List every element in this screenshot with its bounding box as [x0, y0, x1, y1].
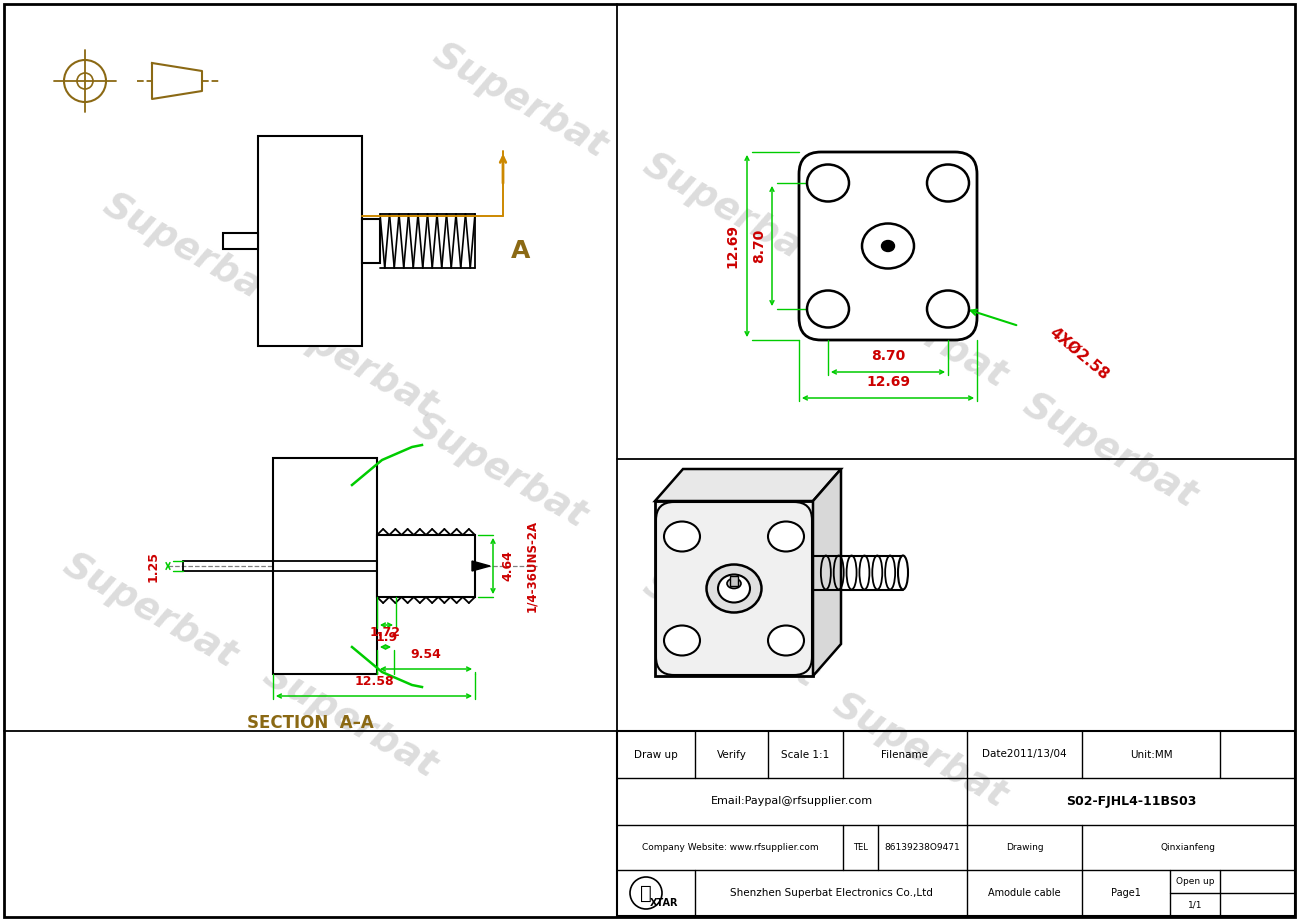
Text: 9.54: 9.54	[410, 648, 442, 661]
Bar	[617, 731, 1295, 916]
Text: 1.25: 1.25	[147, 551, 160, 581]
Text: Superbat: Superbat	[257, 657, 443, 786]
Text: 12.69: 12.69	[866, 375, 911, 389]
Text: 12.58: 12.58	[355, 675, 394, 688]
Text: Superbat: Superbat	[97, 187, 283, 315]
Text: 4XØ2.58: 4XØ2.58	[1047, 325, 1112, 383]
Text: 8.70: 8.70	[870, 349, 905, 363]
Text: Amodule cable: Amodule cable	[989, 888, 1061, 898]
Text: 4.64: 4.64	[501, 551, 514, 581]
Ellipse shape	[718, 575, 750, 602]
Text: Superbat: Superbat	[826, 267, 1013, 395]
Text: Qinxianfeng: Qinxianfeng	[1161, 843, 1216, 852]
Ellipse shape	[927, 165, 969, 202]
Text: Superbat: Superbat	[427, 37, 613, 165]
Ellipse shape	[882, 240, 895, 251]
Text: 86139238O9471: 86139238O9471	[885, 843, 960, 852]
Text: 1/1: 1/1	[1187, 900, 1203, 909]
Bar	[259, 136, 362, 346]
Text: Drawing: Drawing	[1005, 843, 1043, 852]
Polygon shape	[472, 561, 490, 571]
Ellipse shape	[807, 165, 850, 202]
Ellipse shape	[807, 290, 850, 328]
FancyBboxPatch shape	[799, 152, 977, 340]
Ellipse shape	[863, 224, 914, 269]
Polygon shape	[655, 469, 840, 501]
Bar	[655, 501, 813, 676]
Bar	[730, 577, 738, 587]
Text: Filename: Filename	[882, 750, 929, 760]
Text: 8.70: 8.70	[752, 229, 766, 263]
Text: Open up: Open up	[1176, 877, 1215, 886]
Polygon shape	[813, 469, 840, 676]
Text: Ⓧ: Ⓧ	[640, 883, 652, 903]
Text: Superbat: Superbat	[257, 297, 443, 426]
Text: Email:Paypal@rfsupplier.com: Email:Paypal@rfsupplier.com	[711, 797, 873, 807]
Text: Superbat: Superbat	[826, 687, 1013, 815]
Bar	[377, 535, 475, 597]
Text: 1.9: 1.9	[375, 631, 397, 644]
Text: Superbat: Superbat	[1017, 387, 1203, 515]
Text: 1.72: 1.72	[370, 626, 401, 639]
Text: Superbat: Superbat	[637, 146, 824, 275]
Ellipse shape	[768, 521, 804, 552]
Text: TEL: TEL	[853, 843, 868, 852]
Text: A: A	[512, 239, 531, 263]
Ellipse shape	[927, 290, 969, 328]
Text: Shenzhen Superbat Electronics Co.,Ltd: Shenzhen Superbat Electronics Co.,Ltd	[730, 888, 933, 898]
Ellipse shape	[664, 521, 700, 552]
Text: Draw up: Draw up	[634, 750, 678, 760]
Text: Company Website: www.rfsupplier.com: Company Website: www.rfsupplier.com	[642, 843, 818, 852]
Text: Page1: Page1	[1111, 888, 1141, 898]
Text: Superbat: Superbat	[57, 547, 243, 675]
Text: Superbat: Superbat	[637, 566, 824, 695]
Text: Unit:MM: Unit:MM	[1130, 750, 1172, 760]
Text: Scale 1:1: Scale 1:1	[782, 750, 830, 760]
Ellipse shape	[707, 565, 761, 612]
Bar	[273, 458, 377, 674]
Text: SECTION  A–A: SECTION A–A	[247, 714, 373, 732]
Text: 1/4-36UNS-2A: 1/4-36UNS-2A	[525, 520, 538, 612]
Ellipse shape	[664, 625, 700, 656]
Ellipse shape	[768, 625, 804, 656]
Ellipse shape	[898, 555, 908, 589]
Text: Date2011/13/04: Date2011/13/04	[982, 750, 1066, 760]
Bar	[223, 233, 259, 249]
Text: S02-FJHL4-11BS03: S02-FJHL4-11BS03	[1065, 795, 1196, 808]
Bar	[362, 219, 381, 263]
Ellipse shape	[727, 578, 740, 589]
Text: Verify: Verify	[717, 750, 747, 760]
Text: 12.69: 12.69	[725, 224, 739, 268]
Text: Superbat: Superbat	[407, 407, 594, 535]
Text: XTAR: XTAR	[650, 898, 678, 908]
